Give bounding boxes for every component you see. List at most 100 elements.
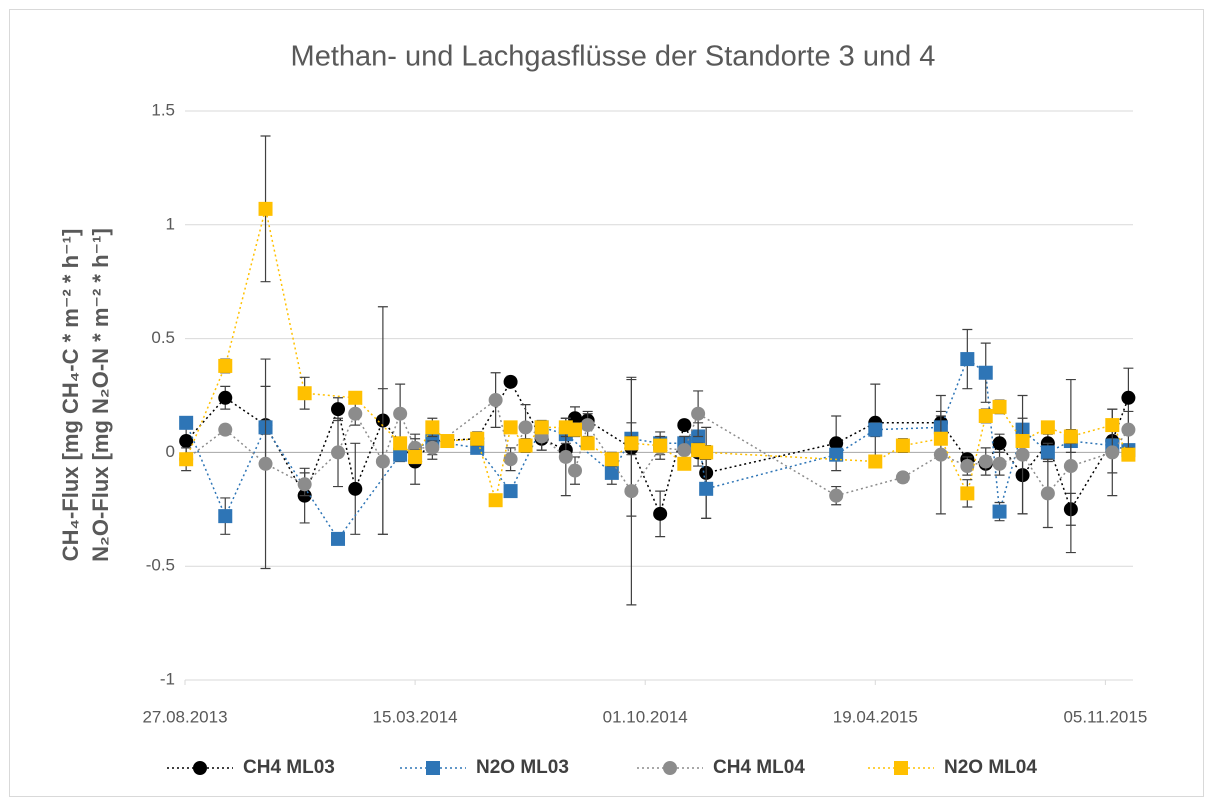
data-point xyxy=(829,447,844,462)
data-point xyxy=(1015,447,1030,462)
data-point xyxy=(488,393,503,408)
data-point xyxy=(1040,445,1055,460)
data-point xyxy=(624,484,639,499)
series-line xyxy=(185,208,1130,501)
x-tick-label: 15.03.2014 xyxy=(373,707,458,726)
data-point xyxy=(868,454,883,469)
legend-label: N2O ML03 xyxy=(476,757,569,778)
data-point xyxy=(699,445,714,460)
data-point xyxy=(179,452,194,467)
data-point xyxy=(470,431,485,446)
data-point xyxy=(503,452,518,467)
x-tick-label: 27.08.2013 xyxy=(142,707,227,726)
data-point xyxy=(348,406,363,421)
data-point xyxy=(375,454,390,469)
data-point xyxy=(297,477,312,492)
data-point xyxy=(331,531,346,546)
y-tick-label: 1.5 xyxy=(151,100,175,119)
data-point xyxy=(677,418,692,433)
data-point xyxy=(258,456,273,471)
y-tick-label: 0 xyxy=(166,442,175,461)
data-point xyxy=(179,415,194,430)
data-point xyxy=(258,201,273,216)
data-point xyxy=(895,470,910,485)
data-point xyxy=(348,481,363,496)
data-point xyxy=(960,459,975,474)
data-point xyxy=(677,456,692,471)
data-point xyxy=(408,449,423,464)
data-point xyxy=(1105,418,1120,433)
data-point xyxy=(580,436,595,451)
data-point xyxy=(1063,429,1078,444)
data-point xyxy=(992,399,1007,414)
data-point xyxy=(425,440,440,455)
data-point xyxy=(348,390,363,405)
data-point xyxy=(829,488,844,503)
data-point xyxy=(488,493,503,508)
data-point xyxy=(829,436,844,451)
data-point xyxy=(568,422,583,437)
data-point xyxy=(699,481,714,496)
data-point xyxy=(179,434,194,449)
data-point xyxy=(331,445,346,460)
data-point xyxy=(1121,447,1136,462)
y-tick-label: -0.5 xyxy=(146,556,175,575)
data-point xyxy=(393,447,408,462)
data-point xyxy=(503,420,518,435)
data-point xyxy=(1063,459,1078,474)
x-tick-label: 01.10.2014 xyxy=(603,707,688,726)
data-point xyxy=(503,374,518,389)
data-point xyxy=(580,418,595,433)
data-point xyxy=(518,420,533,435)
data-point xyxy=(978,454,993,469)
data-point xyxy=(1040,420,1055,435)
x-tick-label: 19.04.2015 xyxy=(833,707,918,726)
data-point xyxy=(331,402,346,417)
data-point xyxy=(653,438,668,453)
data-point xyxy=(978,408,993,423)
legend-marker xyxy=(193,761,207,775)
legend-label: CH4 ML03 xyxy=(243,757,335,778)
data-point xyxy=(992,504,1007,519)
data-point xyxy=(992,436,1007,451)
data-point xyxy=(568,463,583,478)
data-point xyxy=(218,358,233,373)
y-tick-label: 1 xyxy=(166,214,175,233)
data-point xyxy=(440,434,455,449)
data-point xyxy=(895,438,910,453)
data-point xyxy=(933,431,948,446)
data-point xyxy=(1105,445,1120,460)
data-point xyxy=(393,436,408,451)
y-tick-label: -1 xyxy=(160,669,175,688)
legend-marker xyxy=(663,761,677,775)
chart-frame xyxy=(9,9,1204,797)
data-point xyxy=(868,422,883,437)
y-axis-label: N₂O-Flux [mg N₂O-N * m⁻² * h⁻¹] xyxy=(88,228,113,562)
data-point xyxy=(1015,434,1030,449)
data-point xyxy=(518,438,533,453)
data-point xyxy=(933,447,948,462)
y-tick-label: 0.5 xyxy=(151,328,175,347)
data-point xyxy=(1121,390,1136,405)
chart-title: Methan- und Lachgasflüsse der Standorte … xyxy=(291,41,936,73)
data-point xyxy=(558,449,573,464)
data-point xyxy=(960,486,975,501)
data-point xyxy=(1121,422,1136,437)
legend-marker xyxy=(894,761,908,775)
data-point xyxy=(218,390,233,405)
legend-label: CH4 ML04 xyxy=(713,757,805,778)
data-point xyxy=(503,484,518,499)
data-point xyxy=(960,352,975,367)
data-point xyxy=(534,420,549,435)
legend-marker xyxy=(426,761,440,775)
legend-label: N2O ML04 xyxy=(944,757,1037,778)
data-point xyxy=(297,386,312,401)
data-point xyxy=(992,456,1007,471)
data-point xyxy=(393,406,408,421)
data-point xyxy=(691,406,706,421)
data-point xyxy=(604,465,619,480)
data-point xyxy=(978,365,993,380)
y-axis-label: CH₄-Flux [mg CH₄-C * m⁻² * h⁻¹] xyxy=(58,229,83,562)
data-point xyxy=(1040,486,1055,501)
